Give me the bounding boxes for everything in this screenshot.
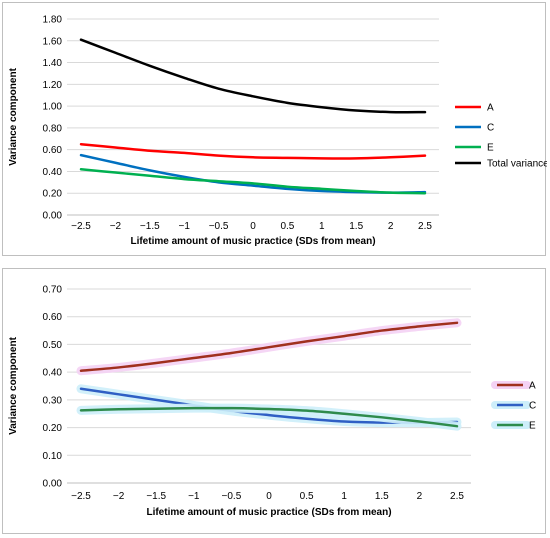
series-line-a — [79, 142, 427, 160]
x-tick-label: −1 — [188, 491, 200, 502]
chart-panel-total-variance: 0.00 0.20 0.40 0.60 0.80 1.00 1.20 1.40 1.60 1.80… — [2, 2, 547, 256]
x-tick-label: −0.5 — [222, 491, 242, 502]
x-tick-label: 0.5 — [280, 221, 294, 232]
y-tick-label: 0.00 — [43, 479, 63, 490]
y-tick-label: 1.00 — [43, 102, 63, 113]
series-line-total-variance — [79, 38, 427, 114]
y-tick-label: 0.20 — [43, 423, 63, 434]
y-tick-label: 1.20 — [43, 80, 63, 91]
x-tick-label: 0 — [250, 221, 256, 232]
x-tick-label: 2.5 — [418, 221, 432, 232]
x-tick-label: −2 — [110, 221, 122, 232]
legend-label-a: A — [487, 103, 494, 114]
x-axis-title: Lifetime amount of music practice (SDs f… — [146, 507, 391, 518]
y-tick-label: 0.60 — [43, 145, 63, 156]
x-tick-label: 1 — [319, 221, 325, 232]
series-line-e — [79, 168, 427, 195]
series-line-e — [79, 406, 459, 428]
x-tick-label: −2.5 — [71, 491, 91, 502]
y-tick-label: 0.10 — [43, 451, 63, 462]
legend-label-total-variance: Total variance — [487, 159, 547, 170]
series-line-a — [79, 321, 459, 373]
x-axis-title: Lifetime amount of music practice (SDs f… — [130, 236, 375, 247]
x-tick-label: 2 — [388, 221, 394, 232]
y-tick-label: 1.40 — [43, 58, 63, 69]
x-tick-label: 0 — [266, 491, 272, 502]
y-tick-label: 0.20 — [43, 189, 63, 200]
x-tick-label: −2.5 — [71, 221, 91, 232]
x-tick-label: 2.5 — [450, 491, 464, 502]
x-tick-label: −1 — [178, 221, 190, 232]
variance-components-chart-2: 0.000.100.200.300.400.500.600.70−2.5 −2 −1… — [8, 285, 536, 519]
y-tick-label: 0.30 — [43, 395, 63, 406]
legend-label-a: A — [529, 381, 536, 392]
legend-label-e: E — [487, 143, 494, 154]
x-tick-label: 0.5 — [300, 491, 314, 502]
legend-label-e: E — [529, 421, 536, 432]
x-tick-label: −1.5 — [140, 221, 160, 232]
y-tick-label: 0.50 — [43, 340, 63, 351]
variance-components-chart-1: 0.00 0.20 0.40 0.60 0.80 1.00 1.20 1.40 1.60 1.80… — [8, 15, 547, 248]
y-tick-label: 0.40 — [43, 368, 63, 379]
legend-label-c: C — [487, 123, 494, 134]
chart-panel-ace: 0.00 0.10 0.20 0.30 0.40 0.50 0.60 0.70 −2.5 −2 −1… — [2, 268, 546, 534]
x-tick-label: −0.5 — [209, 221, 229, 232]
x-tick-label: 1 — [341, 491, 347, 502]
y-tick-label: 0.00 — [43, 211, 63, 222]
x-tick-label: −2 — [113, 491, 125, 502]
legend-label-c: C — [529, 401, 536, 412]
y-axis-title: Variance component — [8, 67, 19, 165]
x-tick-label: 1.5 — [349, 221, 363, 232]
y-tick-label: 0.60 — [43, 312, 63, 323]
y-axis-title: Variance component — [8, 336, 19, 434]
y-tick-label: 0.80 — [43, 123, 63, 134]
y-tick-label: 1.60 — [43, 36, 63, 47]
y-tick-label: 0.70 — [43, 285, 63, 296]
y-tick-label: 1.80 — [43, 15, 63, 26]
x-tick-label: 2 — [417, 491, 423, 502]
x-tick-label: 1.5 — [375, 491, 389, 502]
y-tick-label: 0.40 — [43, 167, 63, 178]
x-tick-label: −1.5 — [146, 491, 166, 502]
